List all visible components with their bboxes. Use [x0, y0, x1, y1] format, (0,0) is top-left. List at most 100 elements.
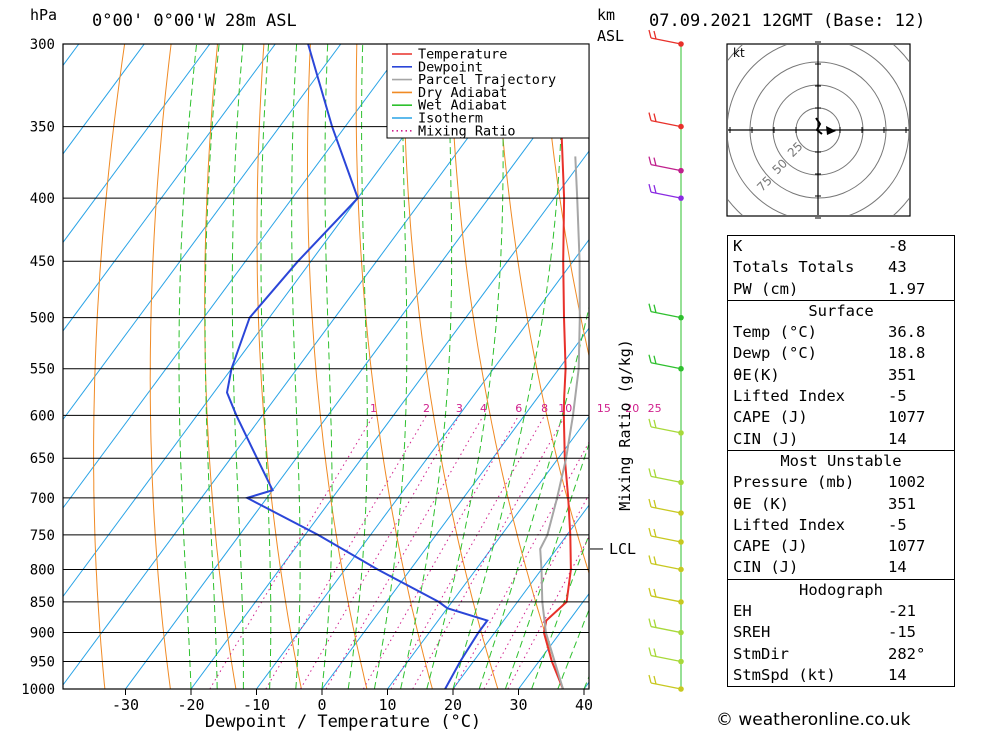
isotherm-line	[452, 504, 589, 689]
mixing-ratio-axis-label: Mixing Ratio (g/kg)	[616, 339, 634, 511]
indices-table: K -8 Totals Totals 43 PW (cm) 1.97 Surface …	[727, 235, 955, 688]
location-label: 0°00' 0°00'W 28m ASL	[92, 11, 297, 31]
tt-label: Totals Totals	[733, 258, 855, 277]
wind-barb	[648, 468, 682, 484]
pressure-tick-label: 450	[30, 254, 55, 270]
mu-theta-label: θE (K)	[733, 494, 789, 513]
mixing-ratio-line	[300, 415, 460, 689]
mixing-ratio-line	[325, 415, 484, 689]
wind-level-dot	[678, 430, 684, 436]
credit-link[interactable]: © weatheronline.co.uk	[716, 710, 911, 730]
wind-barb	[648, 647, 682, 663]
wet-adiabat-line	[452, 44, 564, 689]
hodograph-trace	[815, 117, 823, 135]
isotherm-line	[63, 44, 407, 509]
surface-theta-row: θE(K) 351	[728, 365, 954, 386]
x-tick-label: -30	[112, 696, 139, 714]
eh-value: -21	[888, 602, 916, 621]
wind-barb	[648, 587, 682, 603]
wind-barb	[648, 354, 682, 370]
wet-adiabat-line	[426, 44, 504, 689]
isotherm-line	[63, 44, 145, 155]
isotherm-line	[63, 44, 473, 598]
tt-value: 43	[888, 258, 907, 277]
x-tick-label: 20	[444, 696, 462, 714]
surface-dewp-value: 18.8	[888, 344, 926, 363]
wind-barb	[648, 555, 682, 571]
isotherm-line	[63, 44, 538, 686]
surface-li-label: Lifted Index	[733, 387, 845, 406]
x-axis-label: Dewpoint / Temperature (°C)	[205, 712, 481, 732]
pressure-tick-label: 650	[30, 451, 55, 467]
temperature-line	[542, 44, 572, 689]
surface-theta-value: 351	[888, 365, 916, 384]
pressure-tick-label: 700	[30, 491, 55, 507]
wet-adiabat-line	[178, 44, 198, 689]
pressure-tick-label: 800	[30, 562, 55, 578]
legend-item: Mixing Ratio	[418, 123, 516, 139]
legend-item: Wet Adiabat	[418, 98, 507, 114]
isotherm-line	[125, 61, 589, 689]
sreh-label: SREH	[733, 623, 771, 642]
pw-label: PW (cm)	[733, 279, 799, 298]
surface-theta-label: θE(K)	[733, 365, 780, 384]
surface-temp-value: 36.8	[888, 323, 926, 342]
mu-cape-value: 1077	[888, 537, 926, 556]
surface-dewp-row: Dewp (°C) 18.8	[728, 343, 954, 364]
wet-adiabat-line	[373, 44, 408, 689]
wet-adiabat-line	[231, 44, 244, 689]
parcel-trajectory-line	[539, 156, 581, 689]
pressure-tick-label: 400	[30, 191, 55, 207]
pressure-unit-label: hPa	[30, 6, 58, 24]
wet-adiabat-line	[321, 44, 333, 689]
hodo-table-title: Hodograph	[799, 580, 883, 599]
storm-motion-marker	[826, 126, 836, 135]
k-row: K -8	[728, 236, 954, 257]
dewpoint-line	[225, 44, 489, 689]
mixing-ratio-tick-label: 1	[370, 402, 377, 415]
wind-level-dot	[678, 365, 684, 372]
wet-adiabat-line	[291, 44, 301, 689]
k-value: -8	[888, 237, 907, 255]
surface-dewp-label: Dewp (°C)	[733, 344, 817, 363]
stmspd-row: StmSpd (kt) 14	[728, 665, 954, 686]
mu-title: Most Unstable	[780, 451, 902, 470]
mixing-ratio-tick-label: 4	[480, 402, 487, 415]
hodograph-unit-label: kt	[733, 46, 745, 60]
wind-barb	[648, 303, 682, 319]
mixing-ratio-tick-label: 10	[558, 402, 572, 415]
surface-cape-row: CAPE (J) 1077	[728, 407, 954, 428]
surface-cin-row: CIN (J) 14	[728, 429, 954, 450]
dry-adiabat-line	[93, 44, 126, 689]
isotherm-line	[387, 415, 589, 689]
mu-li-row: Lifted Index -5	[728, 515, 954, 536]
mixing-ratio-tick-label: 20	[625, 402, 639, 415]
mu-theta-value: 351	[888, 494, 916, 513]
pressure-tick-label: 350	[30, 120, 55, 136]
mu-pressure-label: Pressure (mb)	[733, 473, 855, 492]
surface-cape-value: 1077	[888, 408, 926, 427]
mu-cin-value: 14	[888, 558, 907, 577]
wet-adiabat-line	[557, 608, 589, 689]
k-label: K	[733, 237, 743, 255]
surface-li-value: -5	[888, 387, 907, 406]
surface-cin-label: CIN (J)	[733, 429, 799, 448]
eh-row: EH -21	[728, 601, 954, 622]
stmdir-row: StmDir 282°	[728, 644, 954, 665]
tt-row: Totals Totals 43	[728, 257, 954, 278]
wind-barb	[648, 156, 682, 172]
eh-label: EH	[733, 602, 752, 621]
mu-cin-row: CIN (J) 14	[728, 557, 954, 578]
isotherm-line	[63, 44, 211, 244]
mu-pressure-value: 1002	[888, 473, 926, 492]
datetime-label: 07.09.2021 12GMT (Base: 12)	[649, 11, 926, 31]
x-tick-label: 40	[575, 696, 593, 714]
wind-barb	[648, 29, 682, 45]
stmdir-value: 282°	[888, 644, 926, 663]
stmspd-label: StmSpd (kt)	[733, 665, 836, 684]
pressure-tick-label: 900	[30, 626, 55, 642]
stmdir-label: StmDir	[733, 644, 789, 663]
wet-adiabat-line	[531, 533, 589, 689]
isotherm-line	[256, 238, 589, 689]
